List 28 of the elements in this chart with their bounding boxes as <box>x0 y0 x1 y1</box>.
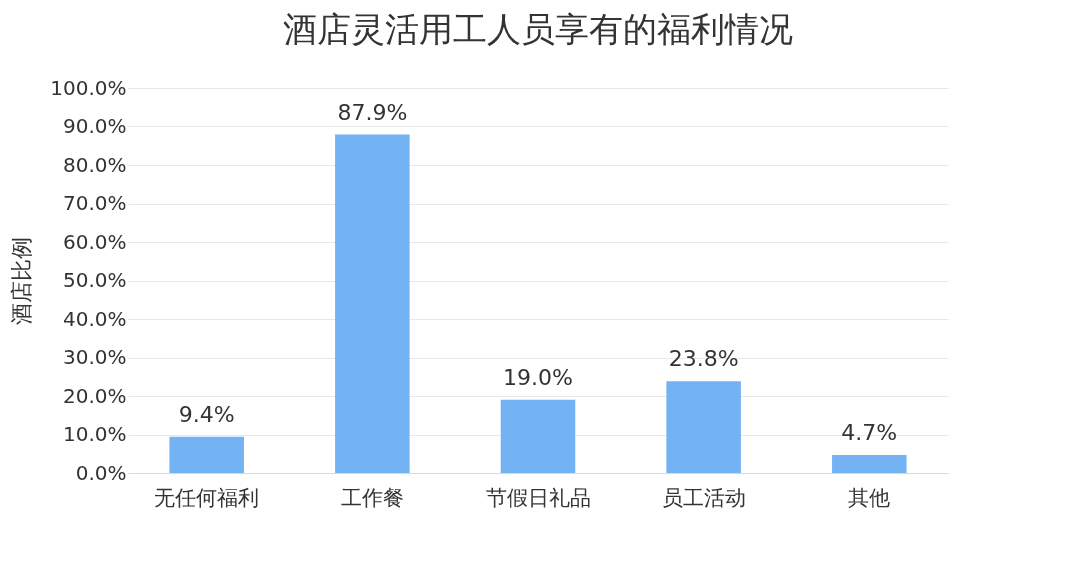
bar <box>335 134 410 473</box>
y-tick-label: 50.0% <box>62 268 127 292</box>
x-tick-label: 无任何福利 <box>154 485 260 510</box>
y-tick-label: 70.0% <box>62 191 127 215</box>
data-label: 4.7% <box>841 419 898 445</box>
x-tick-label: 工作餐 <box>340 485 404 510</box>
y-tick-label: 10.0% <box>62 422 127 446</box>
bar <box>666 381 741 473</box>
data-label: 19.0% <box>503 364 573 390</box>
y-tick-label: 100.0% <box>50 75 127 100</box>
data-label: 23.8% <box>668 346 739 372</box>
y-tick-label: 60.0% <box>62 229 127 254</box>
bar <box>169 436 244 473</box>
y-tick-label: 0.0% <box>75 460 127 485</box>
x-tick-label: 节假日礼品 <box>485 485 591 510</box>
data-label: 87.9% <box>337 99 408 125</box>
bar <box>500 399 576 473</box>
y-tick-label: 80.0% <box>62 152 127 177</box>
bar <box>832 454 907 473</box>
y-tick-label: 20.0% <box>62 383 127 408</box>
y-axis-title: 酒店比例 <box>9 237 35 325</box>
y-tick-label: 40.0% <box>62 306 127 331</box>
chart-title: 酒店灵活用工人员享有的福利情况 <box>283 9 793 49</box>
y-tick-label: 90.0% <box>62 114 127 138</box>
y-tick-label: 30.0% <box>62 345 127 369</box>
data-label: 9.4% <box>178 401 235 427</box>
x-tick-label: 其他 <box>848 485 891 510</box>
x-tick-label: 员工活动 <box>661 485 746 510</box>
